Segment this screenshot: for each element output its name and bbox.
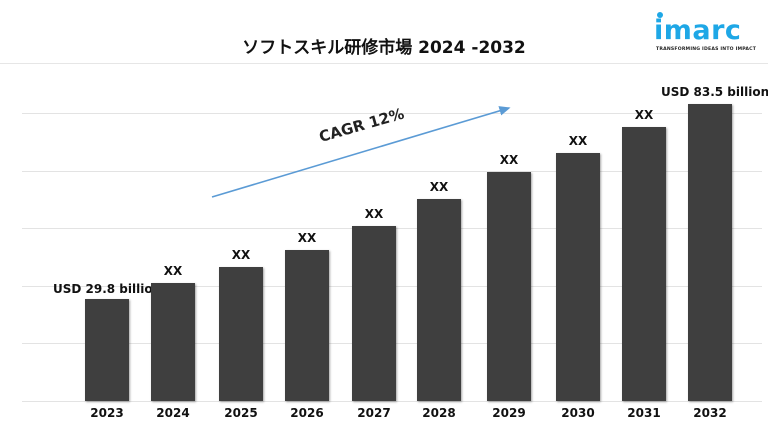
x-tick-label: 2026	[290, 406, 324, 420]
x-tick-label: 2027	[357, 406, 391, 420]
x-tick-label: 2023	[90, 406, 124, 420]
imarc-logo: imarc TRANSFORMING IDEAS INTO IMPACT	[654, 11, 760, 52]
bar-2032	[688, 104, 732, 401]
title-divider	[0, 63, 768, 64]
x-tick-label: 2032	[693, 406, 727, 420]
bar-2026	[285, 250, 329, 401]
x-tick-label: 2024	[156, 406, 190, 420]
start-value-label: USD 29.8 billion	[53, 282, 162, 296]
bar-2024	[151, 283, 195, 401]
x-tick-label: 2025	[224, 406, 258, 420]
bar-value-label: XX	[568, 134, 588, 148]
bar-2023	[85, 299, 129, 401]
bar-2029	[487, 172, 531, 401]
logo-wordmark: imarc	[654, 15, 742, 46]
gridline	[22, 113, 762, 114]
x-tick-label: 2028	[422, 406, 456, 420]
bar-value-label: XX	[364, 207, 384, 221]
bar-2031	[622, 127, 666, 401]
chart-title: ソフトスキル研修市場 2024 -2032	[242, 38, 526, 58]
bar-value-label: XX	[429, 180, 449, 194]
logo-tagline: TRANSFORMING IDEAS INTO IMPACT	[656, 47, 757, 52]
logo-dot-icon	[657, 12, 663, 18]
bar-value-label: XX	[499, 153, 519, 167]
bar-value-label: XX	[163, 264, 183, 278]
baseline	[22, 401, 762, 402]
bar-2027	[352, 226, 396, 401]
end-value-label: USD 83.5 billion	[661, 85, 768, 99]
x-tick-label: 2029	[492, 406, 526, 420]
bar-value-label: XX	[231, 248, 251, 262]
x-tick-label: 2031	[627, 406, 661, 420]
x-tick-label: 2030	[561, 406, 595, 420]
gridline	[22, 171, 762, 172]
bar-2030	[556, 153, 600, 401]
bar-value-label: XX	[634, 108, 654, 122]
bar-value-label: XX	[297, 231, 317, 245]
bar-2028	[417, 199, 461, 401]
bar-2025	[219, 267, 263, 401]
